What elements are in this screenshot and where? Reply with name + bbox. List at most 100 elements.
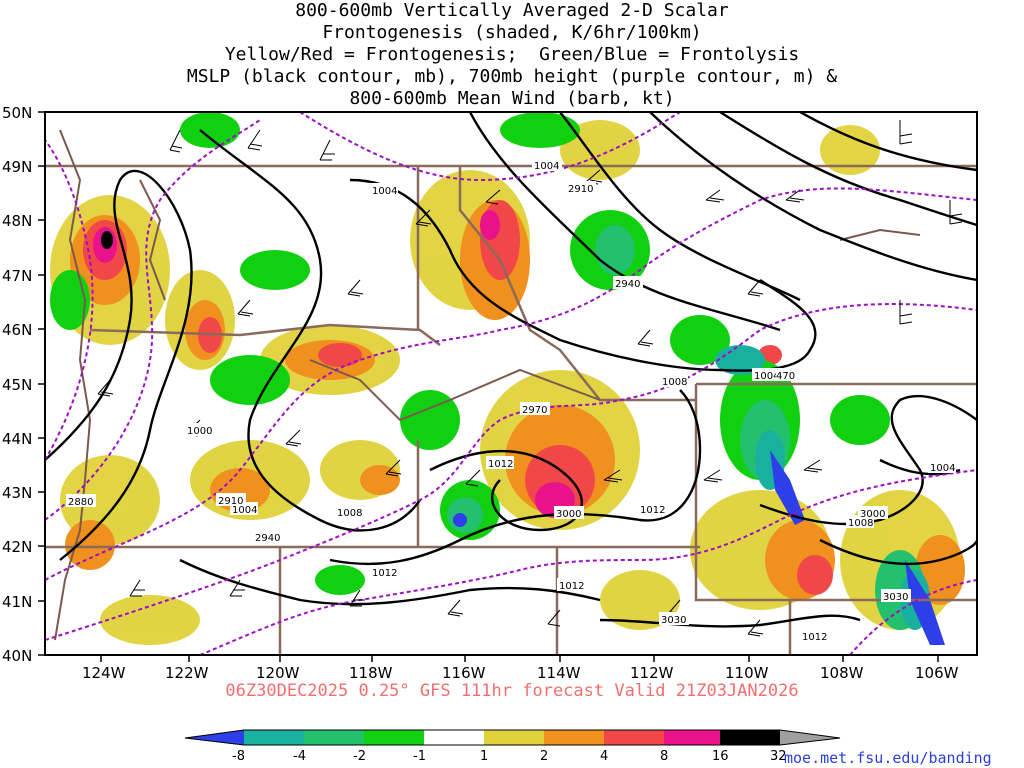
title-line-1: 800-600mb Vertically Averaged 2-D Scalar xyxy=(295,0,729,21)
height-label: 3000 xyxy=(858,506,888,520)
mslp-label: 1008 xyxy=(660,374,688,388)
lat-label: 47N xyxy=(2,267,32,285)
colorbar-tick: -2 xyxy=(353,749,366,764)
svg-text:1004: 1004 xyxy=(372,186,397,197)
height-label: 470 xyxy=(776,368,796,382)
svg-text:1004: 1004 xyxy=(754,371,779,382)
svg-text:1012: 1012 xyxy=(559,581,584,592)
svg-text:1004: 1004 xyxy=(232,505,257,516)
colorbar-tick: 16 xyxy=(712,749,729,764)
mslp-label: 1004 xyxy=(752,368,780,382)
lat-label: 45N xyxy=(2,376,32,394)
colorbar-segment xyxy=(185,730,244,745)
mslp-label: 1012 xyxy=(638,502,666,516)
mslp-label: 1004 xyxy=(532,158,562,172)
lake xyxy=(839,228,921,241)
colorbar-tick: 8 xyxy=(660,749,668,764)
mslp-label: 1012 xyxy=(486,456,514,470)
lon-label: 110W xyxy=(725,664,769,682)
lon-label: 106W xyxy=(915,664,959,682)
height-label: 3000 xyxy=(554,506,584,520)
contour-labels: 1004 1004 1000 1004 1008 1012 1012 1008 … xyxy=(66,158,956,643)
colorbar-segment xyxy=(304,730,364,745)
colorbar-segment xyxy=(604,730,664,745)
wa-or-border xyxy=(89,323,441,346)
colorbar-tick: 32 xyxy=(770,749,787,764)
title-line-4: MSLP (black contour, mb), 700mb height (… xyxy=(186,66,838,87)
colorbar-tick: 2 xyxy=(540,749,548,764)
colorbar-segment xyxy=(720,730,780,745)
height-label: 2970 xyxy=(520,402,550,416)
lat-label: 42N xyxy=(2,538,32,556)
svg-text:1012: 1012 xyxy=(488,459,513,470)
svg-text:2940: 2940 xyxy=(615,279,640,290)
colorbar-tick: -1 xyxy=(413,749,426,764)
svg-text:3000: 3000 xyxy=(860,509,885,520)
colorbar-tick: -4 xyxy=(293,749,306,764)
colorbar-segment xyxy=(244,730,304,745)
colorbar-tick: -8 xyxy=(232,749,245,764)
lat-axis: 50N 49N 48N 47N 46N 45N 44N 43N 42N 41N … xyxy=(2,104,45,665)
svg-text:2940: 2940 xyxy=(255,533,280,544)
mslp-label: 1012 xyxy=(557,578,585,592)
height-label: 2940 xyxy=(613,276,643,290)
svg-text:2970: 2970 xyxy=(522,405,547,416)
svg-text:1008: 1008 xyxy=(848,518,873,529)
title-line-5: 800-600mb Mean Wind (barb, kt) xyxy=(349,88,675,109)
lat-label: 40N xyxy=(2,647,32,665)
map-title: 800-600mb Vertically Averaged 2-D Scalar… xyxy=(0,0,1024,110)
mslp-label: 1004 xyxy=(370,183,398,197)
height-label: 3030 xyxy=(659,612,689,626)
colorbar-segment xyxy=(424,730,484,745)
lon-label: 108W xyxy=(820,664,864,682)
lon-axis: 124W 122W 120W 118W 116W 114W 112W 110W … xyxy=(82,655,959,682)
height-label: 2910 xyxy=(566,181,596,195)
mslp-label: 1004 xyxy=(928,460,956,474)
height-label: 2910 xyxy=(216,493,246,507)
title-line-2: Frontogenesis (shaded, K/6hr/100km) xyxy=(322,22,702,43)
lon-label: 112W xyxy=(630,664,674,682)
lat-label: 44N xyxy=(2,430,32,448)
colorbar-segment xyxy=(664,730,720,745)
colorbar-segment xyxy=(544,730,604,745)
colorbar-segment xyxy=(484,730,544,745)
svg-text:3030: 3030 xyxy=(661,615,686,626)
lon-label: 124W xyxy=(82,664,126,682)
svg-text:1008: 1008 xyxy=(662,377,687,388)
svg-text:470: 470 xyxy=(776,371,795,382)
frontogenesis-shading xyxy=(50,112,965,645)
source-credit[interactable]: moe.met.fsu.edu/banding xyxy=(784,749,992,767)
title-line-3: Yellow/Red = Frontogenesis; Green/Blue =… xyxy=(224,44,800,65)
lat-label: 50N xyxy=(2,104,32,122)
colorbar: -8 -4 -2 -1 1 2 4 8 16 32 xyxy=(184,729,841,764)
mslp-label: 1000 xyxy=(185,423,213,437)
lon-label: 114W xyxy=(537,664,581,682)
mslp-label: 1008 xyxy=(335,505,363,519)
lon-label: 120W xyxy=(256,664,300,682)
svg-text:1004: 1004 xyxy=(534,161,559,172)
lat-label: 41N xyxy=(2,593,32,611)
svg-text:1008: 1008 xyxy=(337,508,362,519)
mslp-contours xyxy=(45,112,977,628)
svg-text:3000: 3000 xyxy=(556,509,581,520)
lat-label: 46N xyxy=(2,321,32,339)
mslp-label: 1012 xyxy=(800,629,828,643)
svg-text:1004: 1004 xyxy=(930,463,955,474)
height-contours xyxy=(45,112,977,655)
colorbar-segment xyxy=(780,730,840,745)
svg-text:1012: 1012 xyxy=(372,568,397,579)
coastline xyxy=(54,129,92,641)
svg-text:2910: 2910 xyxy=(568,184,593,195)
svg-text:1000: 1000 xyxy=(187,426,212,437)
lat-label: 43N xyxy=(2,484,32,502)
lon-label: 122W xyxy=(165,664,209,682)
lon-label: 116W xyxy=(442,664,486,682)
height-label: 2940 xyxy=(253,530,283,544)
svg-text:1012: 1012 xyxy=(802,632,827,643)
lat-label: 48N xyxy=(2,212,32,230)
colorbar-tick: 1 xyxy=(480,749,488,764)
svg-text:2910: 2910 xyxy=(218,496,243,507)
geography xyxy=(45,129,977,655)
forecast-validity: 06Z30DEC2025 0.25° GFS 111hr forecast Va… xyxy=(225,681,799,701)
